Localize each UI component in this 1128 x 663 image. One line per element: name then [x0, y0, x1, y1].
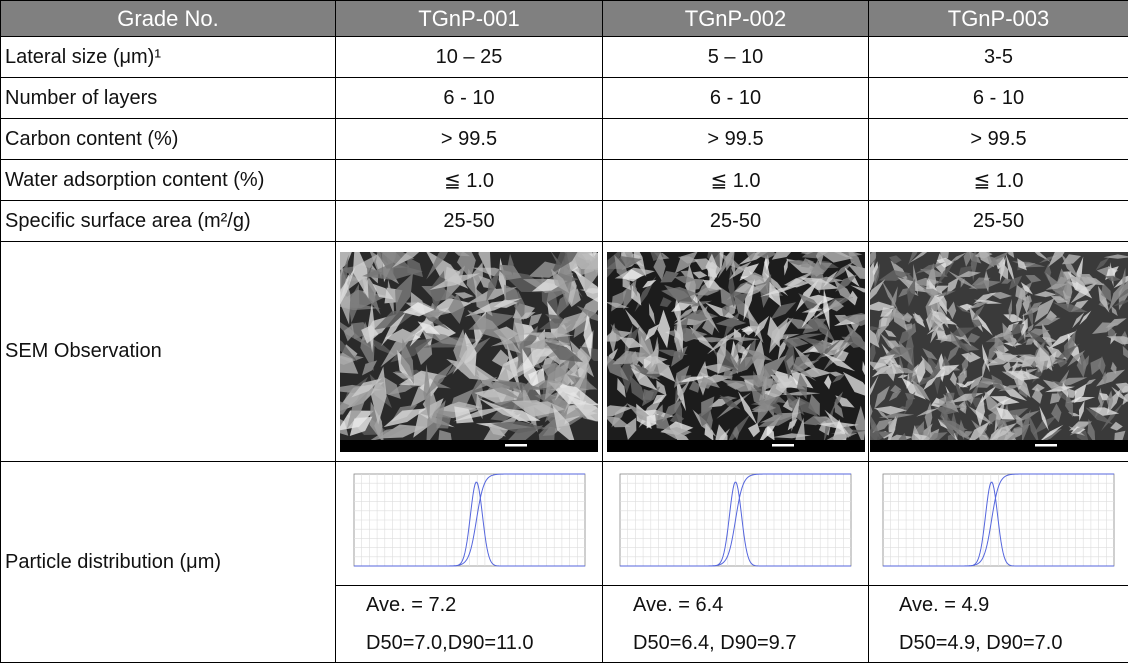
row-label: Number of layers — [1, 78, 336, 119]
row-label: Water adsorption content (%) — [1, 160, 336, 201]
sem-info-bar — [870, 440, 1128, 452]
cell-value: > 99.5 — [336, 119, 603, 160]
scale-bar — [505, 444, 527, 447]
scale-bar — [772, 444, 794, 447]
distribution-row: Particle distribution (μm) — [1, 462, 1128, 586]
cell-value: 6 - 10 — [869, 78, 1128, 119]
sem-cell — [869, 242, 1128, 462]
chart-cell — [603, 462, 869, 586]
sem-info-bar — [607, 440, 865, 452]
sem-image — [340, 252, 598, 452]
header-cell: Grade No. — [1, 1, 336, 37]
row-label: Particle distribution (μm) — [1, 462, 336, 663]
cell-value: 10 – 25 — [336, 37, 603, 78]
cell-value: 25-50 — [603, 201, 869, 242]
row-label: Carbon content (%) — [1, 119, 336, 160]
sem-image — [607, 252, 865, 452]
header-cell: TGnP-003 — [869, 1, 1128, 37]
header-cell: TGnP-001 — [336, 1, 603, 37]
cell-value: 25-50 — [336, 201, 603, 242]
cell-value: ≦ 1.0 — [603, 160, 869, 201]
sem-cell — [603, 242, 869, 462]
header-cell: TGnP-002 — [603, 1, 869, 37]
chart-cell — [336, 462, 603, 586]
data-row: Water adsorption content (%)≦ 1.0≦ 1.0≦ … — [1, 160, 1128, 201]
sem-row: SEM Observation — [1, 242, 1128, 462]
cell-value: ≦ 1.0 — [336, 160, 603, 201]
distribution-chart — [871, 468, 1126, 580]
cell-value: 5 – 10 — [603, 37, 869, 78]
stat-line: D50=4.9, D90=7.0 — [869, 624, 1128, 662]
cell-value: 3-5 — [869, 37, 1128, 78]
cell-value: > 99.5 — [869, 119, 1128, 160]
sem-cell — [336, 242, 603, 462]
chart-cell — [869, 462, 1128, 586]
sem-image — [870, 252, 1128, 452]
stat-line: D50=7.0,D90=11.0 — [336, 624, 602, 662]
sem-info-bar — [340, 440, 598, 452]
cell-value: 6 - 10 — [336, 78, 603, 119]
row-label: Lateral size (μm)¹ — [1, 37, 336, 78]
stat-line: D50=6.4, D90=9.7 — [603, 624, 868, 662]
stat-line: Ave. = 6.4 — [603, 586, 868, 624]
stat-line: Ave. = 4.9 — [869, 586, 1128, 624]
scale-bar — [1035, 444, 1057, 447]
cell-value: 25-50 — [869, 201, 1128, 242]
distribution-chart — [608, 468, 863, 580]
cell-value: > 99.5 — [603, 119, 869, 160]
cell-value: 6 - 10 — [603, 78, 869, 119]
distribution-chart — [342, 468, 597, 580]
cell-value: ≦ 1.0 — [869, 160, 1128, 201]
row-label: Specific surface area (m²/g) — [1, 201, 336, 242]
stat-line: Ave. = 7.2 — [336, 586, 602, 624]
data-row: Carbon content (%)> 99.5> 99.5> 99.5 — [1, 119, 1128, 160]
row-label: SEM Observation — [1, 242, 336, 462]
